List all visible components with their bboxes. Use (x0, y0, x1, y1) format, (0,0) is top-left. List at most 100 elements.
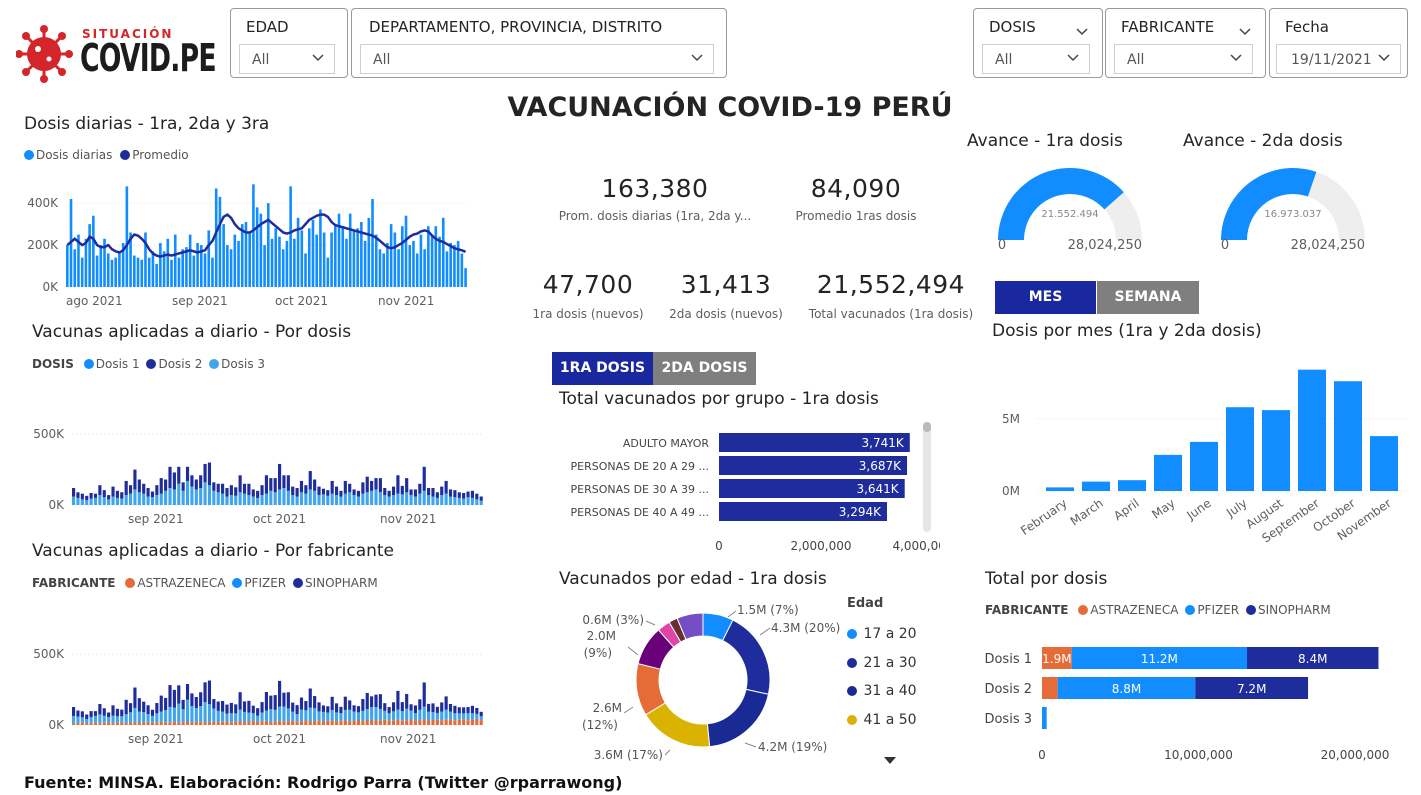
dosis-select-value: All (995, 52, 1013, 68)
bar (374, 234, 378, 287)
kpi-label: 2da dosis (nuevos) (669, 307, 783, 321)
tab-semana[interactable]: SEMANA (1097, 281, 1199, 314)
por-dosis-chart-title: Vacunas aplicadas a diario - Por dosis (32, 322, 352, 342)
fabricante-filter[interactable]: FABRICANTE All (1105, 8, 1266, 78)
bar-segment (102, 715, 106, 723)
bar-segment (396, 475, 400, 494)
y-tick-label: 200K (27, 238, 59, 252)
bar-segment (391, 495, 396, 505)
fecha-filter[interactable]: Fecha 19/11/2021 (1269, 8, 1408, 78)
bar-segment (326, 720, 330, 725)
x-tick-label: 2,000,000 (790, 539, 851, 553)
x-tick-label: 0 (715, 539, 723, 553)
logo-main-text: COVID.PE (80, 36, 217, 80)
bar (445, 251, 449, 287)
bar-segment (234, 487, 238, 496)
bar (155, 263, 158, 287)
bar-segment (256, 722, 260, 725)
bar-segment (308, 707, 312, 722)
bar-segment (330, 696, 334, 711)
bar-segment (242, 493, 247, 505)
bar (259, 213, 263, 287)
bar (311, 219, 315, 287)
bar-segment (89, 722, 93, 725)
bar-segment (172, 689, 176, 708)
bar-segment (448, 719, 453, 725)
bar-segment (352, 495, 356, 505)
bar (66, 245, 69, 287)
dosis-select[interactable]: All (982, 44, 1090, 74)
bar-segment (405, 693, 409, 709)
bar (352, 230, 356, 287)
bar-segment (133, 489, 137, 505)
data-label: 3.6M (17%) (594, 748, 663, 762)
bar-segment (181, 722, 185, 725)
bar (326, 257, 330, 287)
bar-segment (413, 713, 418, 721)
bar-segment (378, 708, 382, 721)
bar (106, 253, 110, 287)
bar-segment (155, 722, 159, 725)
bar-segment (313, 708, 317, 721)
bar-segment (396, 493, 400, 505)
ubicacion-select[interactable]: All (360, 44, 714, 74)
bar (270, 238, 274, 287)
bar-segment (348, 709, 352, 722)
bar-segment (199, 721, 203, 725)
bar-segment (1042, 677, 1058, 699)
fecha-select[interactable]: 19/11/2021 (1276, 44, 1401, 74)
tab-2da-dosis[interactable]: 2DA DOSIS (653, 352, 756, 385)
bar-segment (466, 713, 470, 721)
bar (240, 224, 244, 287)
bar-segment (111, 705, 115, 716)
bar-segment (479, 720, 483, 725)
bar-segment (133, 707, 137, 722)
daily-chart-title: Dosis diarias - 1ra, 2da y 3ra (24, 114, 270, 134)
bar-segment (343, 696, 347, 710)
bar-segment (1247, 647, 1379, 669)
bar-segment (124, 495, 128, 505)
bar-segment (80, 499, 84, 505)
bar (430, 234, 434, 287)
bar-segment (348, 721, 352, 725)
bar-segment (475, 713, 479, 719)
legend-scroll-down-icon[interactable] (884, 757, 896, 765)
bar-segment (76, 722, 80, 725)
bar-segment (479, 496, 483, 501)
bar (166, 238, 170, 287)
bar (404, 215, 408, 287)
bar-segment (435, 706, 439, 713)
bar-segment (159, 493, 163, 505)
bar-segment (361, 721, 365, 725)
bar-segment (269, 709, 273, 722)
ubicacion-filter[interactable]: DEPARTAMENTO, PROVINCIA, DISTRITO All (351, 8, 727, 78)
grupos-scrollbar[interactable] (923, 422, 931, 532)
bar (360, 222, 363, 287)
bar (114, 257, 117, 287)
tab-mes[interactable]: MES (995, 281, 1096, 314)
bar-segment (286, 692, 290, 709)
bar-segment (133, 469, 137, 490)
bar-segment (295, 496, 299, 505)
scrollbar-thumb[interactable] (923, 422, 931, 432)
bar (181, 249, 184, 287)
bar-segment (221, 483, 225, 494)
legend-item: 21 a 30 (847, 649, 917, 678)
bar-segment (286, 490, 290, 505)
bar-segment (269, 721, 273, 725)
bar-segment (111, 723, 115, 725)
dosis-filter[interactable]: DOSIS All (973, 8, 1103, 78)
edad-filter[interactable]: EDAD All (230, 8, 348, 78)
bar-segment (207, 721, 212, 725)
tab-1ra-dosis[interactable]: 1RA DOSIS (552, 352, 653, 385)
x-tick-label: 10,000,000 (1164, 748, 1233, 762)
bar-segment (120, 716, 124, 723)
bar-segment (164, 479, 168, 491)
bar-segment (98, 714, 102, 724)
edad-select[interactable]: All (239, 44, 335, 74)
bar-segment (80, 722, 84, 725)
fabricante-select[interactable]: All (1114, 44, 1253, 74)
bar-segment (470, 713, 475, 720)
legend-item: PFIZER (1197, 603, 1240, 617)
bar-segment (448, 703, 453, 712)
